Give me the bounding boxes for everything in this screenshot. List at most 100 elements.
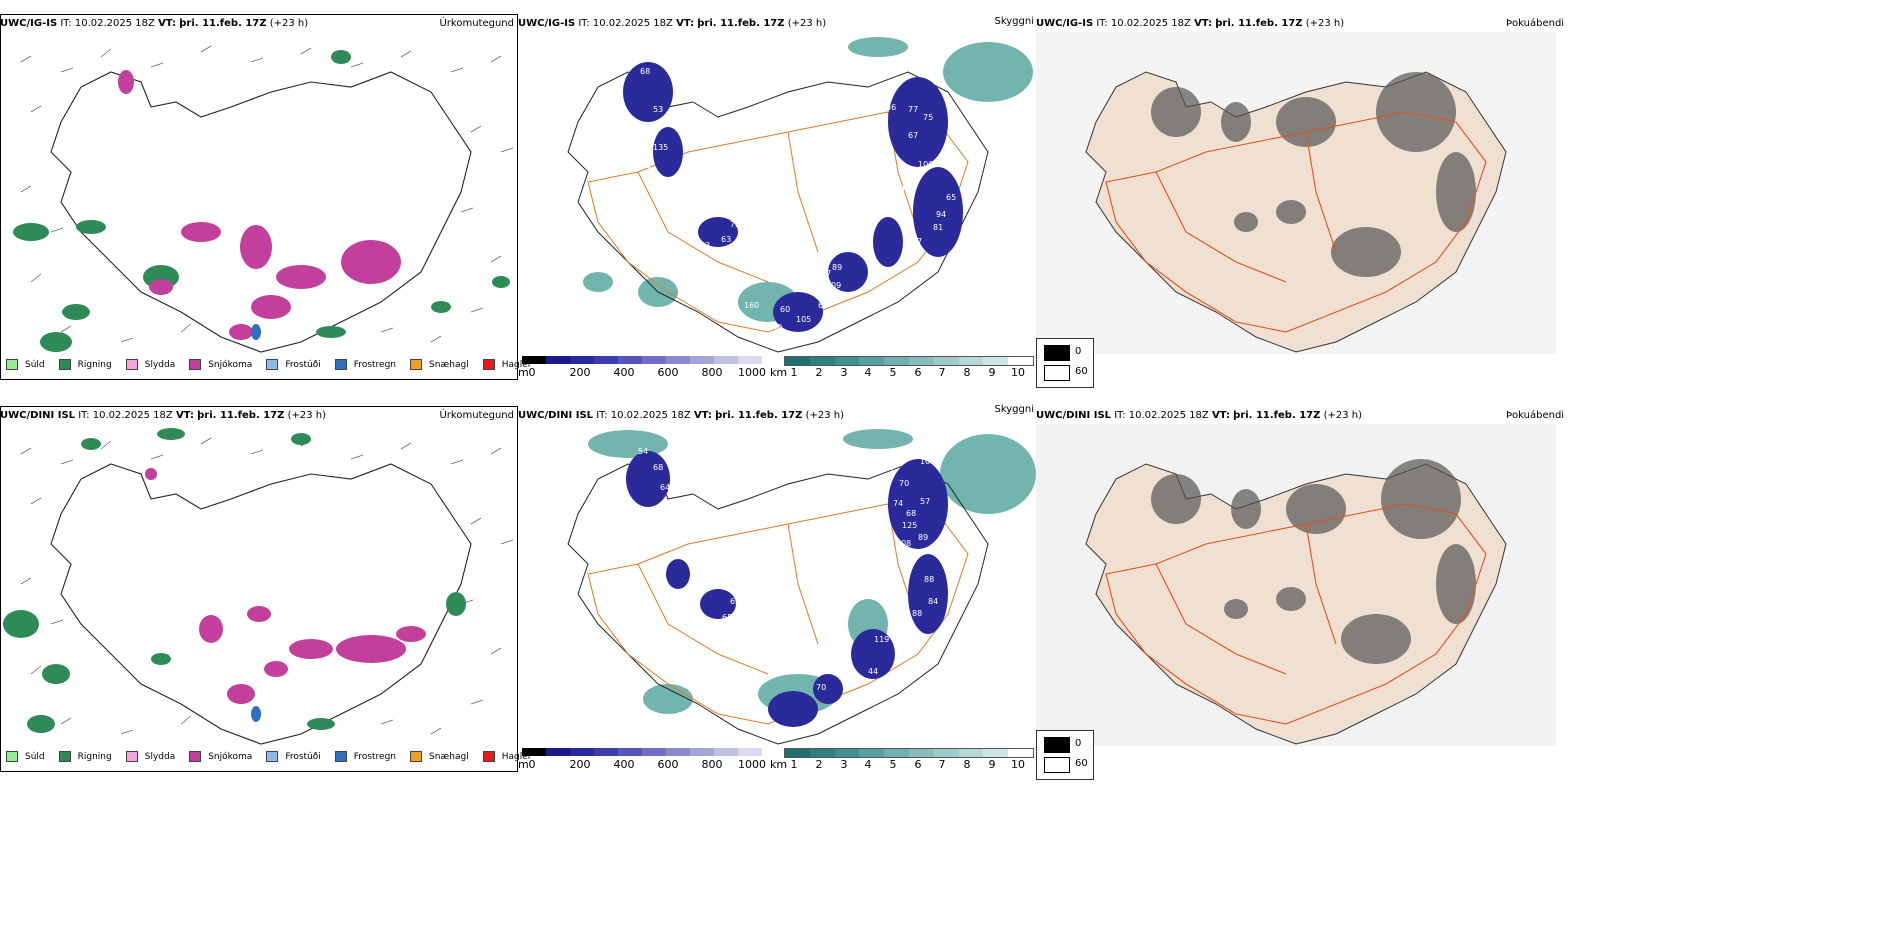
cbar-seg [933,357,959,365]
ceiling-label: 70 [748,329,758,338]
legend-label: Snæhagl [429,751,469,762]
ceiling-tick: 200 [569,366,591,379]
it-value: 10.02.2025 18Z [74,18,155,29]
ceiling-labels: 68 53 85 101 135 91 86 10 72 63 83 361 2… [613,67,956,338]
ceiling-label: 60 [780,305,790,314]
visibility-colorbar [784,748,1034,758]
legend-swatch [58,751,71,762]
fog-key-dark-label: 0 [1075,738,1082,749]
fog-key-light-label: 60 [1075,758,1088,769]
precip-map-frame [0,14,518,380]
vt-value: þri. 11.feb. 17Z [197,410,285,421]
ceiling-tick: 200 [569,758,591,771]
cbar-seg [714,748,738,756]
cbar-seg [642,748,666,756]
visibility-tick: 1 [790,366,798,379]
ceiling-label: 170 [773,597,788,606]
legend-swatch [334,359,347,370]
precip-map [1,32,517,362]
ceiling-label: 98 [798,655,808,664]
ceiling-label: 88 [924,575,934,584]
visibility-tick: 1 [790,758,798,771]
model-name: UWC/DINI ISL [0,410,76,421]
legend-swatch [410,751,423,762]
ceiling-label: 68 [906,509,916,518]
ceiling-label: 135 [653,143,668,152]
cloud-panel-row1: UWC/IG-IS IT: 10.02.2025 18Z VT: þri. 11… [518,14,1038,380]
cbar-seg [1008,749,1033,757]
ceiling-label: 160 [744,301,759,310]
ceiling-label: 68 [640,67,650,76]
cbar-seg [834,357,860,365]
panel-title: UWC/DINI ISL IT: 10.02.2025 18Z VT: þri.… [1036,408,1362,424]
legend-label: Haglél [501,751,531,762]
cbar-seg [738,748,762,756]
legend-label: Súld [25,359,45,370]
cbar-seg [618,356,642,364]
vt-value: þri. 11.feb. 17Z [1215,18,1303,29]
fog-roads [1105,503,1487,725]
cbar-seg [859,357,885,365]
it-value: 10.02.2025 18Z [610,410,691,421]
ceiling-label: 68 [818,301,828,310]
ceiling-label: 105 [796,315,811,324]
ceiling-label: 81 [933,223,943,232]
cbar-seg [884,749,909,757]
visibility-tick: 8 [963,366,971,379]
ceiling-label: 89 [918,533,928,542]
legend-swatch [334,751,347,762]
cbar-seg [933,749,959,757]
model-name: UWC/IG-IS [518,18,576,29]
visibility-unit: km [770,758,788,771]
ceiling-label: 186 [773,215,788,224]
ceiling-label: 83 [700,241,710,250]
cbar-seg [785,749,810,757]
it-label: IT: [1096,18,1108,29]
cbar-seg [958,749,984,757]
legend-swatch [266,751,279,762]
fog-index-title: Þokuábendi [1506,410,1565,421]
legend-label: Frostúði [285,359,321,370]
legend-swatch [482,751,495,762]
ceiling-label: 65 [722,613,732,622]
cloud-panel-row2: UWC/DINI ISL IT: 10.02.2025 18Z VT: þri.… [518,404,1038,772]
cbar-seg [594,748,618,756]
ceiling-colorbar [522,748,762,756]
ceiling-colorbar [522,356,762,364]
legend-item-frostudi: Frostúði [266,751,321,762]
cbar-seg [908,357,934,365]
cbar-seg [570,748,594,756]
model-name: UWC/IG-IS [0,18,58,29]
ceiling-label: 106 [918,160,933,169]
ceiling-label: 21 [813,587,823,596]
roads [587,111,969,333]
low-ceiling-areas [626,451,948,727]
legend-item-haglel: Haglél [482,751,531,762]
ceiling-label: 93 [902,623,912,632]
ceiling-label: 68 [653,463,663,472]
cbar-seg [522,356,546,364]
vt-label: VT: [693,410,712,421]
legend-label: Frostregn [353,751,397,762]
ceiling-label: 95 [688,579,698,588]
cbar-seg [983,357,1009,365]
lead-time: (+23 h) [269,18,309,29]
visibility-tick: 2 [815,758,823,771]
cbar-seg [690,356,714,364]
cbar-seg [546,356,570,364]
legend-item-sud: Súld [6,359,45,370]
ceiling-label: 40 [772,323,782,332]
visibility-tick: 10 [1011,758,1025,771]
low-ceiling-areas [623,62,963,332]
ceiling-label: 57 [920,497,930,506]
fog-panel-row2: UWC/DINI ISL IT: 10.02.2025 18Z VT: þri.… [1036,406,1900,780]
cbar-seg [546,748,570,756]
panel-title: UWC/DINI ISL IT: 10.02.2025 18Z VT: þri.… [518,408,844,424]
legend-swatch [189,359,202,370]
cbar-seg [666,356,690,364]
ceiling-label: 44 [900,185,910,194]
ceiling-tick: 1000 [738,758,766,771]
legend-label: Snjókoma [208,751,253,762]
fog-key-light-swatch [1044,757,1070,773]
legend-item-haglel: Haglél [482,359,530,370]
